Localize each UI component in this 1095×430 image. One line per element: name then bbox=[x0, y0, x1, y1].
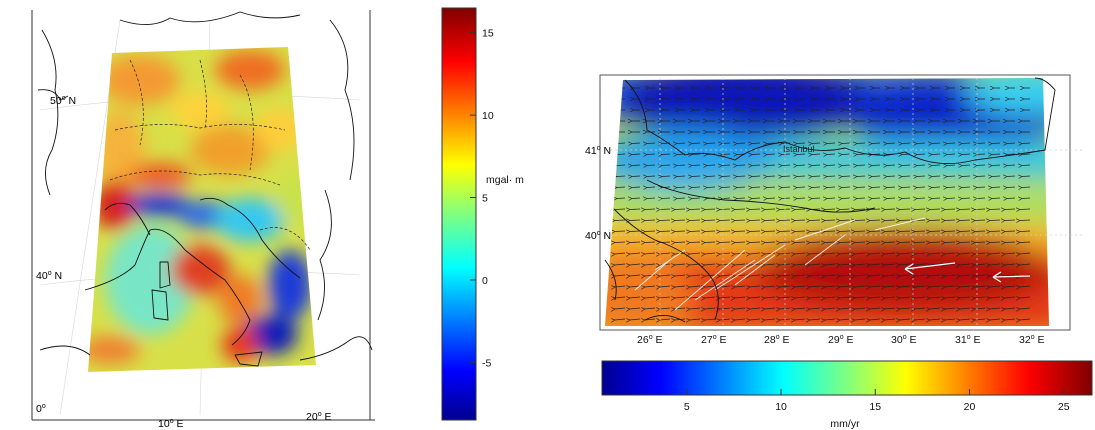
left-colorbar-tick-label: 10 bbox=[482, 110, 494, 122]
lon-label-26: 26o E bbox=[637, 334, 663, 346]
lon-label-30: 30o E bbox=[891, 334, 917, 346]
lon-label-29: 29o E bbox=[828, 334, 854, 346]
right-colorbar-unit: mm/yr bbox=[830, 418, 860, 430]
velocity-field bbox=[605, 78, 1049, 326]
right-colorbar-tick-label: 10 bbox=[775, 401, 787, 413]
right-colorbar-gradient bbox=[601, 360, 1093, 396]
right-colorbar: 5 10 15 20 25 mm/yr bbox=[601, 360, 1093, 430]
left-colorbar-tick-label: -5 bbox=[482, 357, 491, 369]
left-colorbar-tick-label: 0 bbox=[482, 275, 488, 287]
lon-label-20: 20o E bbox=[306, 411, 332, 423]
right-colorbar-tick-label: 25 bbox=[1058, 401, 1070, 413]
gravity-anomaly-field bbox=[88, 47, 316, 372]
right-colorbar-tick-label: 15 bbox=[869, 401, 881, 413]
lon-label-31: 31o E bbox=[955, 334, 981, 346]
right-colorbar-tick-label: 20 bbox=[964, 401, 976, 413]
lat-label-50: 50o N bbox=[50, 95, 76, 107]
left-colorbar: 15 10 5 0 -5 mgal· m bbox=[441, 7, 524, 421]
lon-label-27: 27o E bbox=[701, 334, 727, 346]
right-coastlines bbox=[604, 77, 1056, 323]
left-colorbar-gradient bbox=[441, 7, 477, 421]
lon-label-28: 28o E bbox=[764, 334, 790, 346]
lon-label-0: 0o bbox=[36, 403, 46, 415]
left-coastlines bbox=[37, 11, 373, 367]
lon-label-10: 10o E bbox=[158, 418, 184, 430]
lon-label-32: 32o E bbox=[1019, 334, 1045, 346]
lat-label-41: 41o N bbox=[585, 145, 611, 157]
right-colorbar-tick-label: 5 bbox=[684, 401, 690, 413]
left-map-panel: 50o N 40o N 0o 10o E 20o E bbox=[31, 10, 375, 430]
left-colorbar-unit: mgal· m bbox=[486, 174, 524, 186]
city-label-istanbul: Istanbul bbox=[783, 144, 815, 154]
right-map-panel: Istanbul 41o N 40o N 26o E 27o E 28o E 29o … bbox=[585, 74, 1085, 346]
left-colorbar-tick-label: 5 bbox=[482, 193, 488, 205]
left-colorbar-tick-label: 15 bbox=[482, 28, 494, 40]
lat-label-40: 40o N bbox=[36, 270, 62, 282]
lat-label-40: 40o N bbox=[585, 230, 611, 242]
